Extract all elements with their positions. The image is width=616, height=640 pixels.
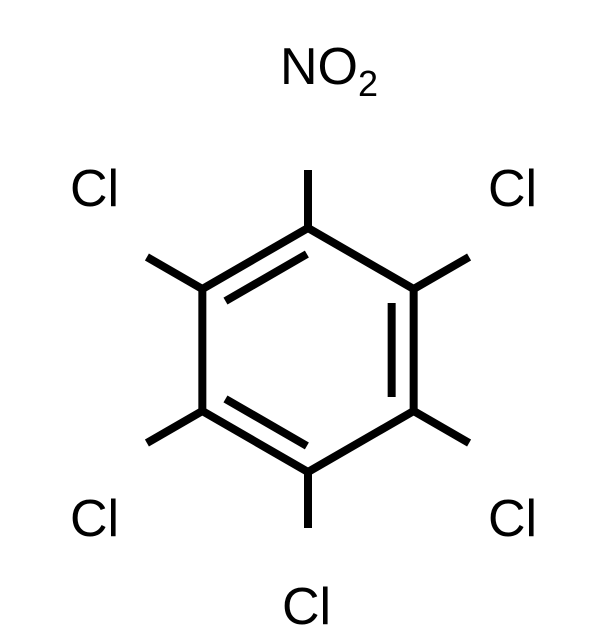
label-group: NO2 Cl Cl Cl Cl Cl xyxy=(70,38,537,636)
molecule-diagram: NO2 Cl Cl Cl Cl Cl xyxy=(0,0,616,640)
cl-bottom-right-label: Cl xyxy=(488,490,537,548)
cl-top-right-label: Cl xyxy=(488,160,537,218)
bond-group xyxy=(147,170,469,528)
cl-bottom-label: Cl xyxy=(282,578,331,636)
cl-bottom-left-label: Cl xyxy=(70,490,119,548)
cl-top-left-label: Cl xyxy=(70,160,119,218)
nitro-group-label: NO2 xyxy=(280,38,378,104)
